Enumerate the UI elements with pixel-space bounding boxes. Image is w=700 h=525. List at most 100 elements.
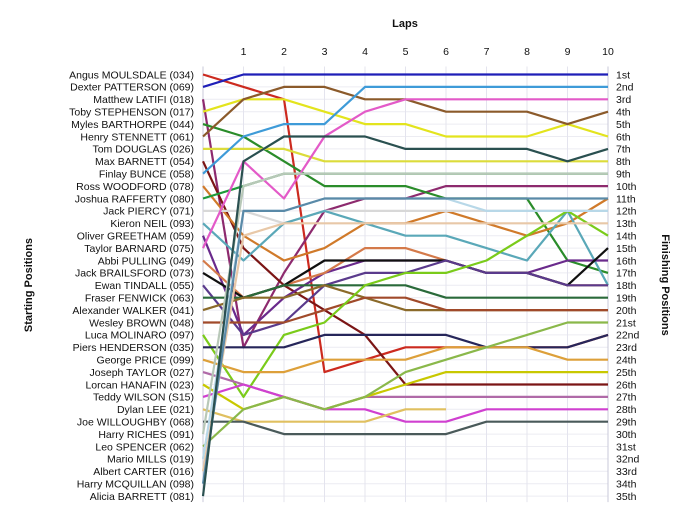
starting-position-label: Jack PIERCY (071) [103, 206, 194, 218]
finishing-position-label: 34th [616, 479, 637, 491]
finishing-position-label: 7th [616, 144, 631, 156]
finishing-position-label: 22nd [616, 330, 640, 342]
starting-position-label: Dexter PATTERSON (069) [70, 82, 194, 94]
series-line [202, 85, 608, 175]
series-line [202, 123, 609, 274]
starting-position-label: Taylor BARNARD (075) [84, 243, 194, 255]
series-line [201, 197, 608, 484]
starting-position-label: Fraser FENWICK (063) [85, 293, 194, 305]
starting-position-label: Kieron NEIL (093) [110, 218, 194, 230]
finishing-position-label: 16th [616, 255, 637, 267]
series-line [203, 333, 609, 349]
finishing-position-label: 33rd [616, 466, 637, 478]
finishing-position-label: 20th [616, 305, 637, 317]
finishing-position-label: 19th [616, 293, 637, 305]
starting-position-label: Tom DOUGLAS (026) [92, 144, 194, 156]
finishing-position-label: 2nd [616, 82, 634, 94]
finishing-position-label: 8th [616, 156, 631, 168]
series-line [202, 209, 609, 286]
series-line [201, 172, 608, 435]
finishing-position-label: 18th [616, 280, 637, 292]
starting-position-label: Joshua RAFFERTY (080) [75, 193, 194, 205]
starting-position-label: Joe WILLOUGHBY (068) [77, 417, 194, 429]
lap-tick-label: 4 [362, 46, 368, 58]
x-axis-title: Laps [392, 18, 418, 30]
finishing-position-label: 32nd [616, 454, 640, 466]
finishing-position-label: 11th [616, 193, 636, 205]
left-axis-title: Starting Positions [23, 238, 35, 332]
finishing-position-label: 35th [616, 491, 637, 503]
lap-tick-label: 8 [524, 46, 530, 58]
finishing-position-label: 9th [616, 169, 631, 181]
series-line [203, 296, 608, 324]
finishing-position-label: 26th [616, 379, 637, 391]
lap-tick-label: 3 [322, 46, 328, 58]
finishing-position-label: 30th [616, 429, 637, 441]
finishing-position-label: 17th [616, 268, 637, 280]
lap-tick-label: 2 [281, 46, 287, 58]
starting-position-label: Mario MILLS (019) [107, 454, 194, 466]
starting-position-label: Oliver GREETHAM (059) [77, 231, 194, 243]
starting-position-label: Henry STENNETT (061) [80, 131, 194, 143]
finishing-position-label: 13th [616, 218, 637, 230]
starting-position-label: Finlay BUNCE (058) [99, 169, 194, 181]
lap-tick-label: 10 [602, 46, 614, 58]
finishing-position-label: 3rd [616, 94, 631, 106]
lap-tick-label: 7 [484, 46, 490, 58]
starting-position-label: Matthew LATIFI (018) [93, 94, 194, 106]
finishing-position-label: 6th [616, 131, 631, 143]
starting-position-label: Harry MCQUILLAN (098) [77, 479, 194, 491]
starting-position-label: Lorcan HANAFIN (023) [85, 379, 194, 391]
finishing-position-label: 28th [616, 404, 637, 416]
starting-position-label: Wesley BROWN (048) [89, 317, 194, 329]
finishing-position-labels: 1st2nd3rd4th5th6th7th8th9th10th11th12th1… [616, 69, 640, 503]
starting-position-label: Teddy WILSON (S15) [93, 392, 194, 404]
starting-position-label: Joseph TAYLOR (027) [90, 367, 194, 379]
lap-tick-label: 5 [403, 46, 409, 58]
finishing-position-label: 5th [616, 119, 631, 131]
starting-position-label: Albert CARTER (016) [93, 466, 194, 478]
series-line [202, 383, 608, 423]
series-line [202, 73, 608, 88]
finishing-position-label: 31st [616, 441, 636, 453]
finishing-position-label: 14th [616, 231, 637, 243]
starting-position-label: Alexander WALKER (041) [72, 305, 194, 317]
finishing-position-label: 25th [616, 367, 637, 379]
finishing-position-label: 1st [616, 69, 630, 81]
series-line [202, 98, 609, 138]
starting-position-label: Toby STEPHENSON (017) [69, 107, 194, 119]
finishing-position-label: 29th [616, 417, 637, 429]
starting-position-label: Jack BRAILSFORD (073) [75, 268, 194, 280]
starting-position-label: Dylan LEE (021) [117, 404, 194, 416]
starting-position-label: Alicia BARRETT (081) [90, 491, 194, 503]
series-line [203, 420, 608, 436]
series-line [201, 222, 608, 472]
finishing-position-label: 21st [616, 317, 636, 329]
finishing-position-label: 12th [616, 206, 637, 218]
series-line [202, 209, 609, 398]
starting-position-label: Ross WOODFORD (078) [76, 181, 194, 193]
finishing-position-label: 4th [616, 107, 631, 119]
series-line [201, 135, 609, 497]
starting-position-label: Abbi PULLING (049) [98, 255, 194, 267]
starting-position-label: George PRICE (099) [97, 355, 194, 367]
lap-tick-label: 1 [241, 46, 247, 58]
finishing-position-label: 27th [616, 392, 637, 404]
finishing-position-label: 10th [616, 181, 637, 193]
series-line [202, 321, 608, 448]
series-line [203, 284, 608, 299]
lap-tick-label: 9 [565, 46, 571, 58]
series-line [202, 98, 608, 249]
starting-position-label: Harry RICHES (091) [98, 429, 194, 441]
starting-position-label: Piers HENDERSON (035) [73, 342, 194, 354]
starting-position-label: Ewan TINDALL (055) [95, 280, 194, 292]
starting-position-labels: Angus MOULSDALE (034)Dexter PATTERSON (0… [69, 69, 194, 503]
starting-position-label: Luca MOLINARO (097) [85, 330, 194, 342]
lap-tick-label: 6 [443, 46, 449, 58]
series-line [202, 346, 608, 374]
lap-tick-labels: 1 2 3 4 5 6 7 8 9 10 [241, 46, 614, 58]
starting-position-label: Angus MOULSDALE (034) [69, 69, 194, 81]
series-line [203, 147, 608, 163]
